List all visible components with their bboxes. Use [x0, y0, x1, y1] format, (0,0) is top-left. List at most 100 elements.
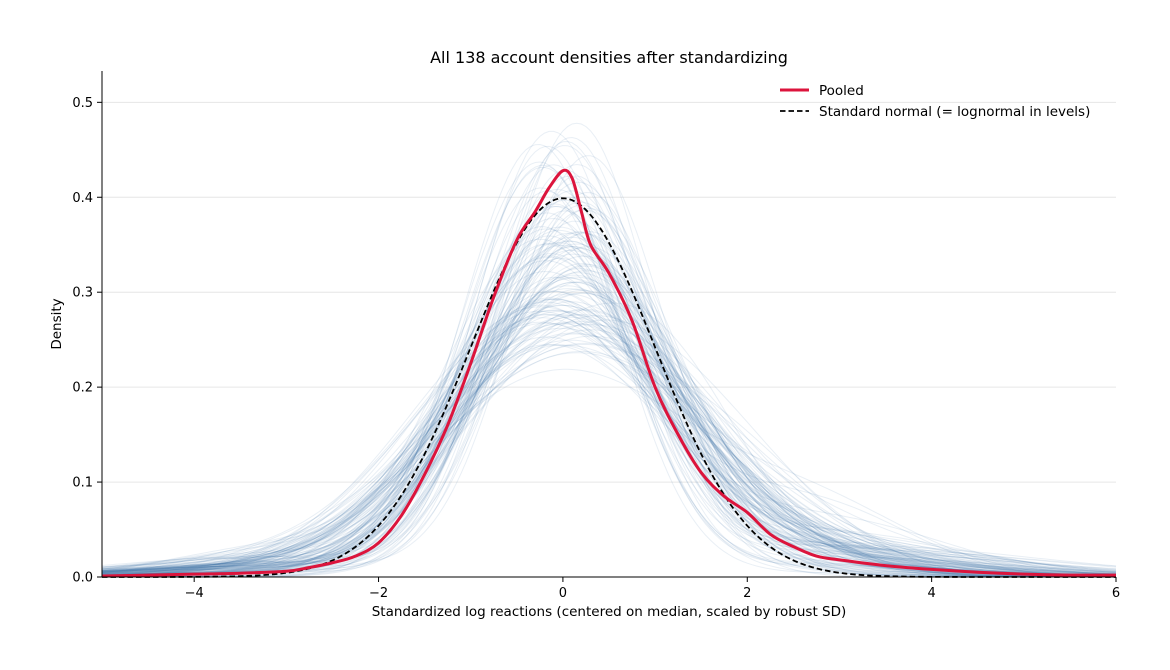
y-tick-label: 0.4	[72, 191, 93, 206]
account-curve-29	[101, 350, 1117, 575]
account-curve-51	[101, 181, 1116, 578]
account-curve-46	[101, 276, 1116, 578]
account-curve-13	[101, 298, 1117, 574]
account-curve-57	[102, 130, 1116, 578]
y-tick-label: 0.3	[72, 286, 93, 301]
y-tick-label: 0.2	[72, 381, 93, 396]
account-curve-127	[101, 268, 1117, 577]
account-curve-129	[101, 342, 1116, 578]
account-curve-108	[101, 316, 1117, 577]
account-curve-121	[101, 313, 1117, 577]
x-axis-label: Standardized log reactions (centered on …	[372, 604, 847, 620]
y-tick-label: 0.0	[72, 571, 93, 586]
account-curve-106	[102, 319, 1116, 578]
account-curve-70	[101, 175, 1117, 577]
account-curve-37	[101, 243, 1116, 577]
x-tick-label: −4	[185, 586, 204, 601]
account-curve-10	[101, 288, 1117, 578]
account-curve-43	[102, 212, 1117, 577]
account-curve-111	[102, 231, 1117, 578]
account-curve-14	[101, 226, 1117, 577]
account-curve-65	[101, 322, 1116, 578]
account-curve-84	[102, 343, 1116, 578]
account-curve-77	[101, 255, 1117, 575]
account-curve-58	[101, 231, 1116, 578]
account-curve-61	[102, 313, 1117, 577]
account-curve-91	[101, 301, 1116, 578]
account-curve-93	[101, 276, 1116, 578]
account-curve-17	[101, 274, 1117, 577]
account-curve-52	[101, 164, 1117, 577]
account-curve-16	[101, 314, 1116, 578]
account-curve-133	[101, 333, 1117, 577]
account-curve-137	[101, 190, 1117, 577]
account-curve-7	[101, 175, 1117, 576]
account-curve-22	[101, 298, 1116, 578]
account-curve-105	[102, 304, 1116, 578]
x-tick-label: 2	[743, 586, 751, 601]
account-curve-19	[101, 314, 1117, 574]
account-curve-59	[101, 288, 1117, 573]
account-curve-6	[101, 339, 1117, 577]
account-curve-53	[101, 169, 1117, 573]
account-curve-88	[101, 302, 1116, 578]
account-curve-27	[101, 272, 1116, 578]
account-curve-124	[101, 281, 1117, 576]
account-curve-114	[101, 309, 1116, 578]
account-curve-79	[101, 336, 1117, 576]
legend-pooled-label: Pooled	[819, 83, 864, 99]
account-curve-38	[101, 332, 1117, 575]
account-curve-74	[101, 368, 1117, 577]
account-curve-45	[101, 321, 1117, 577]
account-curve-31	[101, 344, 1117, 576]
account-curve-86	[102, 207, 1116, 578]
account-density-curves	[101, 122, 1117, 578]
account-curve-32	[101, 344, 1116, 578]
account-curve-3	[101, 343, 1116, 578]
account-curve-119	[102, 240, 1116, 578]
x-axis-ticks: −4 −2 0 2 4 6	[185, 577, 1120, 601]
account-curve-49	[102, 256, 1116, 578]
account-curve-34	[101, 242, 1116, 578]
account-curve-12	[101, 281, 1117, 577]
pooled-density-curve	[101, 168, 1117, 578]
account-curve-81	[101, 290, 1117, 577]
account-curve-35	[101, 145, 1117, 577]
account-curve-128	[101, 255, 1116, 577]
account-curve-116	[101, 232, 1117, 577]
account-curve-23	[101, 235, 1117, 576]
account-curve-94	[101, 306, 1117, 578]
account-curve-24	[101, 291, 1117, 576]
y-axis-ticks: 0.0 0.1 0.2 0.3 0.4 0.5	[72, 96, 102, 586]
account-curve-131	[101, 164, 1117, 577]
account-curve-118	[101, 270, 1116, 577]
account-curve-11	[101, 327, 1117, 577]
account-curve-99	[101, 143, 1116, 578]
account-curve-39	[101, 285, 1117, 578]
account-curve-98	[101, 144, 1116, 578]
account-curve-135	[101, 314, 1117, 573]
y-axis-label: Density	[49, 298, 65, 349]
account-curve-87	[101, 281, 1117, 572]
grid-lines	[102, 101, 1116, 483]
chart-title: All 138 account densities after standard…	[430, 48, 788, 67]
account-curve-2	[101, 320, 1117, 576]
legend-normal-label: Standard normal (= lognormal in levels)	[819, 104, 1090, 120]
account-curve-64	[101, 187, 1117, 575]
account-curve-109	[101, 310, 1116, 577]
y-tick-label: 0.5	[72, 96, 93, 111]
account-curve-117	[101, 205, 1116, 578]
account-curve-42	[101, 247, 1117, 576]
account-curve-4	[101, 276, 1117, 574]
account-curve-50	[102, 229, 1116, 578]
account-curve-75	[101, 335, 1117, 576]
account-curve-66	[102, 196, 1117, 578]
account-curve-41	[101, 329, 1117, 573]
account-curve-82	[101, 315, 1116, 578]
account-curve-113	[101, 257, 1117, 570]
account-curve-122	[101, 136, 1117, 577]
account-curve-28	[101, 155, 1116, 578]
y-tick-label: 0.1	[72, 476, 93, 491]
x-tick-label: 6	[1112, 586, 1120, 601]
account-curve-62	[101, 238, 1116, 578]
